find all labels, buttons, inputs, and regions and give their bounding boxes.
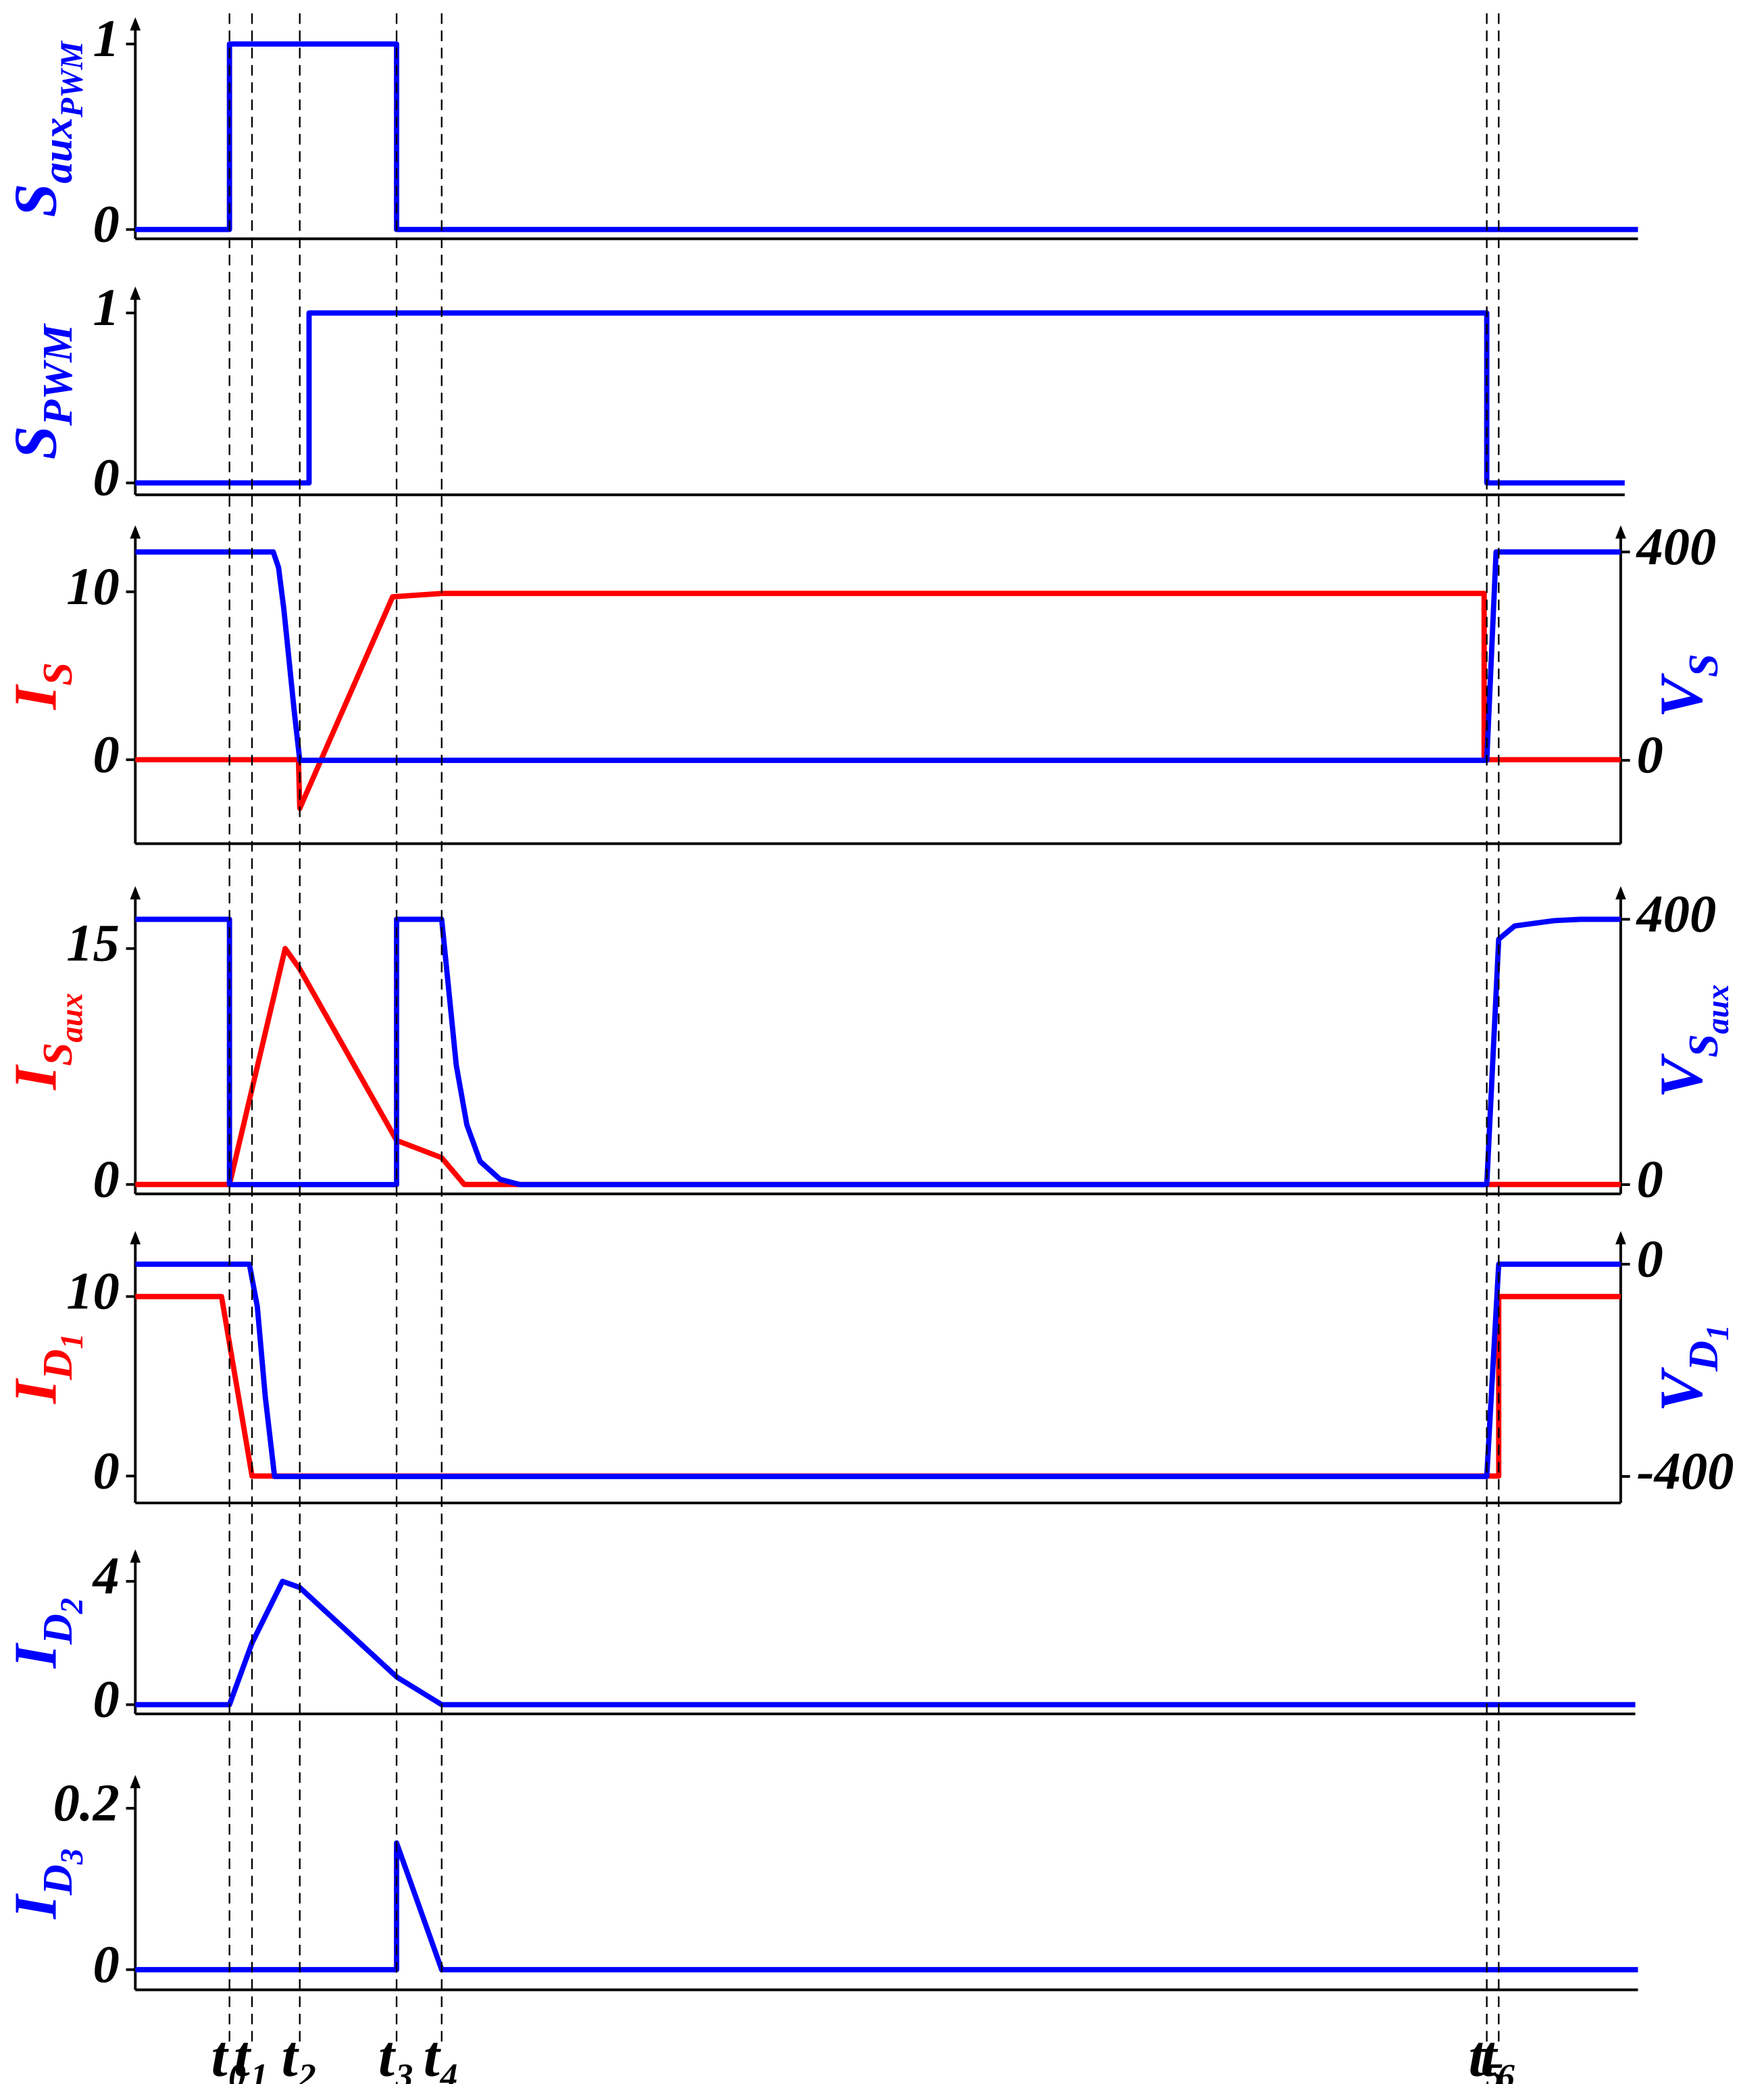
y-tick-label: 0	[93, 724, 119, 783]
axis-label-part: S	[1680, 1034, 1727, 1058]
axis-arrow	[1615, 525, 1626, 539]
axis-label-part: S	[34, 662, 81, 686]
axis-label-part: PWM	[34, 323, 81, 426]
y2-tick-label: 400	[1635, 517, 1716, 576]
axis-arrow	[130, 1549, 141, 1563]
series-line	[135, 1261, 1621, 1479]
y-tick-label: 0	[93, 1935, 119, 1993]
axis-label-part: V	[1648, 1053, 1715, 1098]
axis-label: IS	[2, 662, 82, 710]
series-line	[135, 1293, 1621, 1479]
axis-arrow	[130, 525, 141, 539]
y-tick-label: 1	[93, 278, 119, 337]
x-tick-label: t₀	[211, 2024, 248, 2084]
axis-label-part: aux	[55, 993, 90, 1042]
axis-arrow	[130, 886, 141, 899]
axis-arrow	[1615, 886, 1626, 899]
x-tick-label: t₆	[1480, 2024, 1517, 2084]
axis-label-part: D	[1680, 1341, 1727, 1372]
axis-label: VS	[1648, 653, 1728, 718]
axis-label: ID3	[2, 1849, 90, 1920]
axis-label-part: S	[1680, 653, 1727, 677]
axis-arrow	[130, 287, 141, 300]
y-tick-label: 4	[91, 1546, 119, 1605]
y-tick-label: 0	[93, 1149, 119, 1208]
y-tick-label: 0	[93, 1670, 119, 1729]
series-line	[135, 1579, 1636, 1708]
series-line	[135, 591, 1621, 812]
series-line	[135, 1840, 1638, 1973]
y-tick-label: 0	[93, 448, 119, 507]
axis-arrow	[130, 1231, 141, 1245]
axis-label-part: V	[1648, 672, 1715, 718]
series-line	[135, 41, 1638, 232]
y-tick-label: 0	[93, 1441, 119, 1499]
axis-label-part: I	[2, 1643, 70, 1669]
axis-label-part: I	[2, 1893, 70, 1920]
axis-label: ISaux	[2, 993, 90, 1090]
axis-label-part: S	[2, 426, 70, 460]
axis-label-part: 3	[55, 1849, 90, 1866]
axis-arrow	[1615, 1231, 1626, 1245]
y2-tick-label: 0	[1636, 1149, 1663, 1208]
axis-label-part: D	[34, 1349, 81, 1380]
axis-label-part: I	[2, 1064, 70, 1091]
x-tick-label: t₃	[378, 2024, 415, 2084]
axis-label-part: S	[2, 183, 70, 217]
x-tick-label: t₄	[424, 2024, 460, 2084]
y2-tick-label: 0	[1636, 725, 1663, 784]
y-tick-label: 1	[93, 9, 119, 68]
x-tick-label: t₂	[282, 2024, 318, 2084]
axis-label-part: 1	[55, 1333, 90, 1349]
axis-label: SPWM	[2, 323, 82, 460]
axis-label-part: aux	[1700, 985, 1736, 1034]
axis-label: ID1	[2, 1333, 90, 1404]
axis-label: VSaux	[1648, 985, 1736, 1098]
axis-label-part: I	[2, 684, 70, 710]
axis-label-part: D	[34, 1864, 81, 1895]
axis-label-part: 2	[55, 1598, 90, 1615]
y2-tick-label: 400	[1635, 884, 1716, 943]
y-tick-label: 10	[66, 1262, 120, 1320]
series-line	[135, 916, 1621, 1187]
axis-label-part: I	[2, 1378, 70, 1404]
y-tick-label: 10	[66, 557, 120, 616]
axis-label-part: S	[34, 1043, 81, 1066]
axis-arrow	[130, 17, 141, 31]
series-line	[135, 310, 1625, 486]
y2-tick-label: 0	[1636, 1229, 1663, 1288]
y-tick-label: 0.2	[53, 1773, 120, 1832]
axis-label: SauxPWM	[2, 40, 90, 218]
y-tick-label: 15	[66, 914, 120, 972]
axis-label: VD1	[1648, 1324, 1736, 1412]
axis-label-part: 1	[1700, 1324, 1736, 1341]
axis-label-part: PWM	[55, 40, 90, 118]
series-line	[135, 945, 1621, 1187]
axis-arrow	[130, 1775, 141, 1789]
axis-label: ID2	[2, 1598, 90, 1669]
y-tick-label: 0	[93, 195, 119, 253]
x-tick-label: t₁	[234, 2024, 270, 2084]
axis-label-part: V	[1648, 1366, 1715, 1412]
axis-label-part: D	[34, 1614, 81, 1645]
axis-label-part: aux	[34, 118, 81, 184]
y2-tick-label: -400	[1636, 1441, 1734, 1500]
series-line	[135, 549, 1621, 764]
